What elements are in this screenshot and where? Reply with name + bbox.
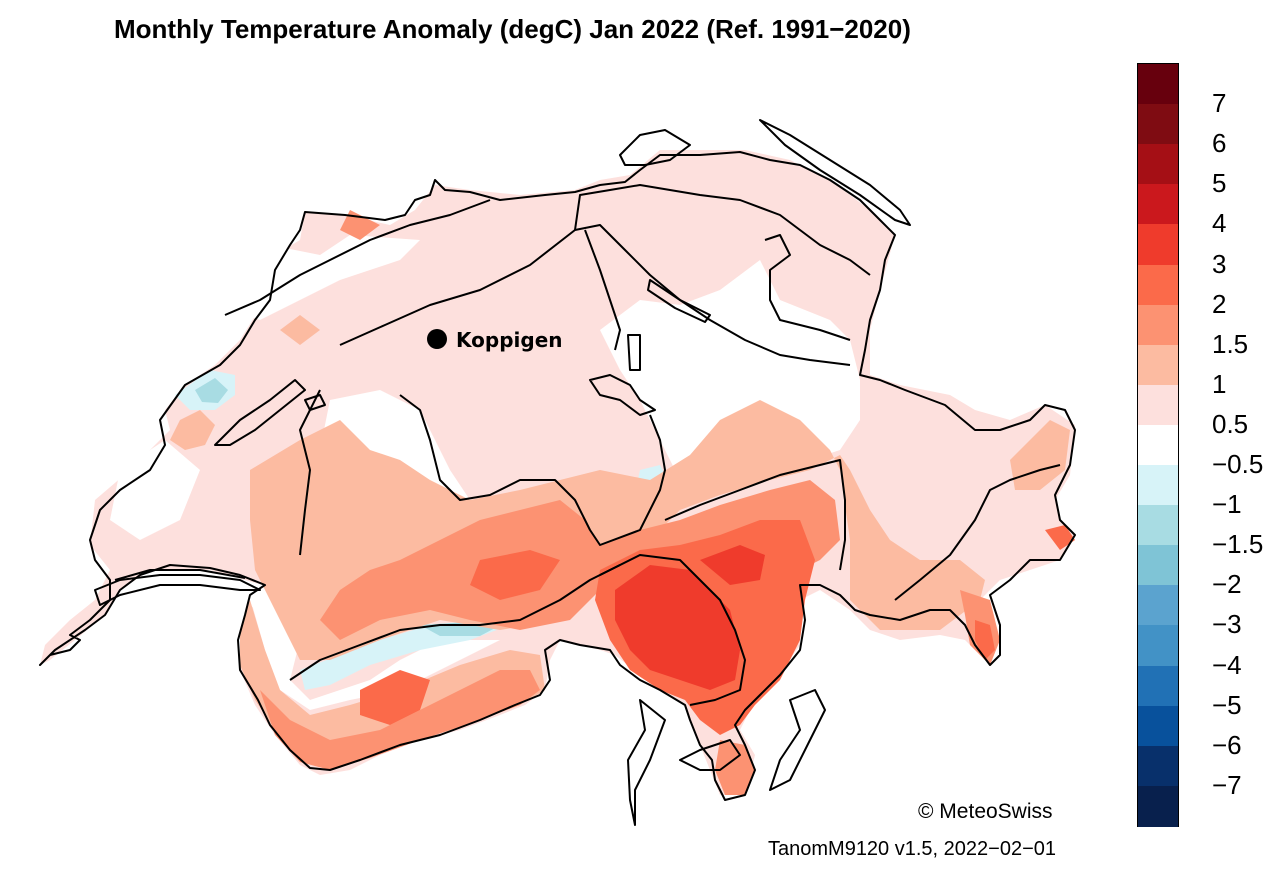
cantonal-border-valais <box>289 564 621 681</box>
cantonal-border-engadin <box>894 464 1061 601</box>
legend-tick-label: −4 <box>1212 649 1242 680</box>
legend-tick-label: −7 <box>1212 769 1242 800</box>
legend-color-cell <box>1138 785 1178 827</box>
legend-tick-label: 6 <box>1212 128 1227 159</box>
legend-color-cell <box>1138 64 1178 105</box>
legend-tick-label: 3 <box>1212 248 1227 279</box>
legend-tick-label: 5 <box>1212 168 1227 199</box>
cantonal-border-alps <box>399 394 666 546</box>
cantonal-border-east <box>764 234 851 341</box>
legend-tick-label: −3 <box>1212 609 1242 640</box>
lake-lugano <box>679 739 741 771</box>
cantonal-border-grisons <box>664 459 846 571</box>
cantonal-border-central <box>339 224 851 366</box>
station-koppigen: Koppigen <box>427 328 563 352</box>
legend-tick-label: 0.5 <box>1212 408 1249 439</box>
legend-tick-label: −1 <box>1212 489 1242 520</box>
cantonal-border-north <box>574 184 871 276</box>
legend-color-cell <box>1138 224 1178 266</box>
legend-color-cell <box>1138 144 1178 186</box>
color-legend-bar <box>1137 63 1179 827</box>
map-title: Monthly Temperature Anomaly (degC) Jan 2… <box>114 14 911 44</box>
legend-color-cell <box>1138 465 1178 507</box>
legend-color-cell <box>1138 745 1178 787</box>
legend-tick-label: −0.5 <box>1212 449 1264 480</box>
cantonal-border-jura <box>224 199 491 316</box>
lake-neuchatel <box>214 379 306 446</box>
legend-color-cell <box>1138 344 1178 386</box>
legend-color-cell <box>1138 304 1178 346</box>
legend-tick-label: −2 <box>1212 569 1242 600</box>
legend-color-cell <box>1138 585 1178 627</box>
legend-tick-label: 1 <box>1212 368 1227 399</box>
temperature-anomaly-map: Koppigen <box>39 119 1076 826</box>
lake-constance <box>759 119 911 226</box>
legend-color-cell <box>1138 505 1178 547</box>
cantonal-border-ticino <box>599 554 746 706</box>
lake-biel <box>304 394 326 411</box>
lake-lucerne <box>589 374 656 416</box>
legend-tick-label: −6 <box>1212 729 1242 760</box>
legend-color-cell <box>1138 424 1178 466</box>
lake-maggiore <box>627 699 666 826</box>
legend-color-cell <box>1138 184 1178 226</box>
legend-tick-label: −5 <box>1212 689 1242 720</box>
boundary-lines <box>39 119 1076 826</box>
legend-color-cell <box>1138 625 1178 667</box>
legend-tick-label: −1.5 <box>1212 529 1264 560</box>
station-label: Koppigen <box>456 328 563 352</box>
national-border <box>39 151 1076 801</box>
lake-zurich <box>647 279 711 323</box>
legend-color-cell <box>1138 384 1178 426</box>
cantonal-border-mid <box>584 229 621 351</box>
legend-color-cell <box>1138 104 1178 146</box>
legend-tick-label: 1.5 <box>1212 328 1249 359</box>
legend-tick-label: 4 <box>1212 208 1227 239</box>
legend-color-cell <box>1138 705 1178 747</box>
cantonal-border-inner <box>299 389 321 556</box>
anomaly-3-4-areas <box>615 545 765 690</box>
legend-color-cell <box>1138 665 1178 707</box>
legend-color-cell <box>1138 264 1178 306</box>
cantonal-border-west <box>114 569 246 581</box>
legend-tick-label: 7 <box>1212 88 1227 119</box>
version-text: TanomM9120 v1.5, 2022−02−01 <box>768 838 1056 860</box>
lake-como <box>769 689 826 791</box>
station-marker-dot <box>427 329 447 349</box>
legend-color-cell <box>1138 545 1178 587</box>
schaffhausen-enclave <box>619 129 691 166</box>
lake-zug <box>627 334 641 371</box>
negative-anomaly-areas <box>175 370 668 690</box>
credit-text: © MeteoSwiss <box>918 800 1053 823</box>
lake-geneva <box>94 574 261 606</box>
legend-tick-label: 2 <box>1212 288 1227 319</box>
